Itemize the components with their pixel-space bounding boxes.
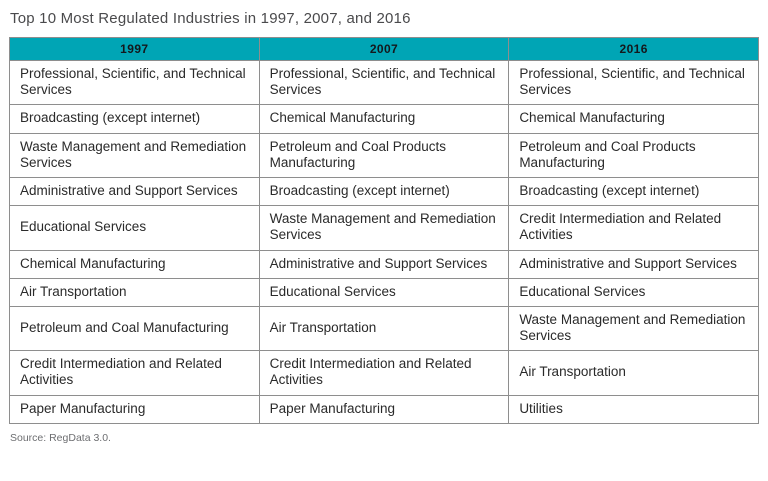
page-title: Top 10 Most Regulated Industries in 1997… bbox=[10, 10, 411, 27]
table-cell: Utilities bbox=[508, 394, 759, 424]
table-cell: Petroleum and Coal Manufacturing bbox=[9, 305, 260, 352]
column-header-1997: 1997 bbox=[9, 37, 260, 61]
table-cell: Administrative and Support Services bbox=[258, 249, 510, 279]
table-cell: Educational Services bbox=[508, 277, 759, 307]
table-cell: Air Transportation bbox=[9, 277, 260, 307]
table-cell: Air Transportation bbox=[508, 350, 759, 396]
table-cell: Credit Intermediation and Related Activi… bbox=[9, 350, 260, 396]
table-cell: Credit Intermediation and Related Activi… bbox=[508, 205, 759, 251]
table-cell: Professional, Scientific, and Technical … bbox=[508, 59, 759, 106]
table-row: Petroleum and Coal Manufacturing Air Tra… bbox=[9, 305, 759, 352]
column-header-2007: 2007 bbox=[258, 37, 510, 61]
table-cell: Waste Management and Remediation Service… bbox=[258, 205, 510, 251]
table-cell: Chemical Manufacturing bbox=[258, 104, 510, 134]
header-row: 1997 2007 2016 bbox=[9, 37, 759, 61]
table-cell: Broadcasting (except internet) bbox=[9, 104, 260, 134]
column-header-2016: 2016 bbox=[508, 37, 759, 61]
table-cell: Administrative and Support Services bbox=[9, 176, 260, 207]
table-cell: Educational Services bbox=[258, 277, 510, 307]
table-row: Paper Manufacturing Paper Manufacturing … bbox=[9, 394, 759, 424]
table-cell: Petroleum and Coal Products Manufacturin… bbox=[508, 132, 759, 178]
table-cell: Broadcasting (except internet) bbox=[258, 176, 510, 207]
table-row: Educational Services Waste Management an… bbox=[9, 205, 759, 251]
table-row: Air Transportation Educational Services … bbox=[9, 277, 759, 307]
table-cell: Administrative and Support Services bbox=[508, 249, 759, 279]
table-cell: Chemical Manufacturing bbox=[9, 249, 260, 279]
table-row: Waste Management and Remediation Service… bbox=[9, 132, 759, 178]
figure-container: Top 10 Most Regulated Industries in 1997… bbox=[9, 10, 759, 444]
table-cell: Paper Manufacturing bbox=[258, 394, 510, 424]
table-cell: Petroleum and Coal Products Manufacturin… bbox=[258, 132, 510, 178]
table-cell: Broadcasting (except internet) bbox=[508, 176, 759, 207]
table-row: Credit Intermediation and Related Activi… bbox=[9, 350, 759, 396]
table-cell: Credit Intermediation and Related Activi… bbox=[258, 350, 510, 396]
table-body: Professional, Scientific, and Technical … bbox=[9, 59, 759, 424]
table-row: Broadcasting (except internet) Chemical … bbox=[9, 104, 759, 134]
table-cell: Chemical Manufacturing bbox=[508, 104, 759, 134]
table-cell: Waste Management and Remediation Service… bbox=[508, 305, 759, 352]
table-cell: Professional, Scientific, and Technical … bbox=[9, 59, 260, 106]
table-cell: Paper Manufacturing bbox=[9, 394, 260, 424]
table-row: Chemical Manufacturing Administrative an… bbox=[9, 249, 759, 279]
source-note: Source: RegData 3.0. bbox=[10, 431, 111, 444]
regulated-industries-table: 1997 2007 2016 Professional, Scientific,… bbox=[9, 37, 759, 424]
table-row: Professional, Scientific, and Technical … bbox=[9, 59, 759, 106]
table-cell: Waste Management and Remediation Service… bbox=[9, 132, 260, 178]
table-header: 1997 2007 2016 bbox=[9, 37, 759, 61]
table-cell: Professional, Scientific, and Technical … bbox=[258, 59, 510, 106]
table-cell: Air Transportation bbox=[258, 305, 510, 352]
table-row: Administrative and Support Services Broa… bbox=[9, 176, 759, 207]
table-cell: Educational Services bbox=[9, 205, 260, 251]
